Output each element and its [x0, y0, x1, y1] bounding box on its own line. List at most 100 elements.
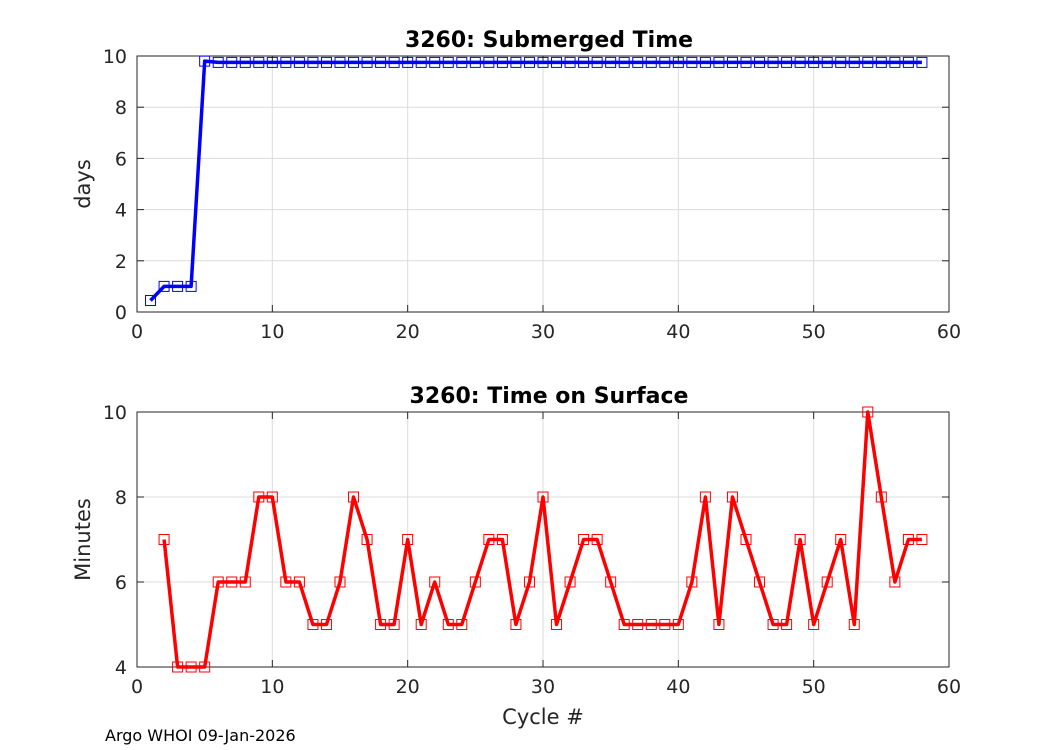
data-point-marker — [875, 491, 887, 503]
x-axis-label: Cycle # — [502, 705, 584, 729]
y-tick-label: 8 — [115, 487, 127, 509]
data-point-marker — [794, 534, 806, 545]
y-tick-label: 6 — [115, 572, 127, 594]
data-point-marker — [740, 534, 752, 545]
data-point-marker — [754, 576, 766, 588]
data-point-marker — [199, 55, 211, 67]
data-point-marker — [185, 280, 197, 292]
data-point-marker — [902, 56, 914, 68]
x-tick-label: 50 — [802, 676, 826, 698]
data-point-marker — [713, 56, 725, 68]
x-tick-label: 30 — [531, 321, 555, 343]
data-point-marker — [835, 56, 847, 68]
x-tick-label: 40 — [666, 676, 690, 698]
data-point-marker — [686, 576, 698, 588]
data-point-marker — [686, 56, 698, 68]
data-point-marker — [199, 661, 211, 673]
data-point-marker — [253, 491, 265, 503]
data-point-marker — [456, 56, 468, 68]
x-tick-label: 30 — [531, 676, 555, 698]
data-point-marker — [781, 619, 793, 630]
data-point-marker — [280, 56, 292, 68]
time-on-surface-panel: 0 10 20 30 40 50 60 4 6 8 10 3260: Time on Surface M… — [71, 384, 961, 729]
data-point-marker — [821, 576, 833, 588]
data-point-marker — [618, 56, 630, 68]
data-point-marker — [496, 534, 508, 545]
data-point-marker — [320, 56, 332, 68]
data-point-marker — [361, 56, 373, 68]
data-point-marker — [916, 56, 928, 68]
data-point-marker — [442, 619, 454, 630]
data-point-marker — [483, 534, 495, 545]
data-point-marker — [808, 619, 820, 630]
data-point-marker — [821, 56, 833, 68]
data-point-marker — [226, 56, 238, 68]
data-point-marker — [145, 294, 157, 306]
x-tick-label: 10 — [260, 676, 284, 698]
data-point-marker — [402, 534, 414, 545]
y-tick-label: 4 — [115, 200, 127, 222]
data-point-marker — [239, 576, 251, 588]
data-point-marker — [429, 576, 441, 588]
data-point-marker — [388, 619, 400, 630]
data-point-marker — [808, 56, 820, 68]
chart-title: 3260: Submerged Time — [405, 28, 693, 53]
data-point-marker — [226, 576, 238, 588]
data-point-marker — [415, 56, 427, 68]
data-point-marker — [848, 619, 860, 630]
data-point-marker — [578, 56, 590, 68]
data-point-marker — [726, 491, 738, 503]
data-point-marker — [889, 576, 901, 588]
data-point-marker — [496, 56, 508, 68]
data-point-marker — [293, 56, 305, 68]
data-point-marker — [916, 534, 928, 545]
data-point-marker — [672, 56, 684, 68]
data-point-marker — [889, 56, 901, 68]
data-point-marker — [902, 534, 914, 545]
data-point-marker — [740, 56, 752, 68]
data-point-marker — [523, 576, 535, 588]
data-point-marker — [510, 619, 522, 630]
data-point-marker — [835, 534, 847, 545]
data-point-marker — [605, 56, 617, 68]
data-point-marker — [699, 56, 711, 68]
data-point-marker — [632, 56, 644, 68]
data-point-marker — [469, 576, 481, 588]
data-point-marker — [699, 491, 711, 503]
data-point-marker — [185, 661, 197, 673]
data-point-marker — [172, 280, 184, 292]
data-point-marker — [266, 56, 278, 68]
y-tick-label: 0 — [115, 302, 127, 324]
data-point-marker — [172, 661, 184, 673]
data-point-marker — [212, 576, 224, 588]
data-point-marker — [402, 56, 414, 68]
data-point-marker — [483, 56, 495, 68]
y-tick-label: 10 — [103, 402, 127, 424]
data-point-marker — [375, 619, 387, 630]
data-point-marker — [659, 56, 671, 68]
y-axis-label: Minutes — [71, 498, 95, 581]
data-point-marker — [551, 619, 563, 630]
data-point-marker — [564, 56, 576, 68]
data-point-marker — [348, 491, 360, 503]
data-point-marker — [523, 56, 535, 68]
data-point-marker — [293, 576, 305, 588]
x-tick-label: 20 — [396, 676, 420, 698]
data-point-marker — [605, 576, 617, 588]
x-tick-label: 40 — [666, 321, 690, 343]
data-point-marker — [510, 56, 522, 68]
data-point-marker — [415, 619, 427, 630]
data-point-marker — [645, 619, 657, 630]
y-tick-label: 8 — [115, 97, 127, 119]
chart-title: 3260: Time on Surface — [410, 384, 689, 409]
data-point-marker — [578, 534, 590, 545]
data-point-marker — [767, 619, 779, 630]
data-point-marker — [307, 56, 319, 68]
data-point-marker — [713, 619, 725, 630]
data-point-marker — [848, 56, 860, 68]
data-point-marker — [591, 534, 603, 545]
data-point-marker — [361, 534, 373, 545]
data-point-marker — [442, 56, 454, 68]
data-point-marker — [672, 619, 684, 630]
